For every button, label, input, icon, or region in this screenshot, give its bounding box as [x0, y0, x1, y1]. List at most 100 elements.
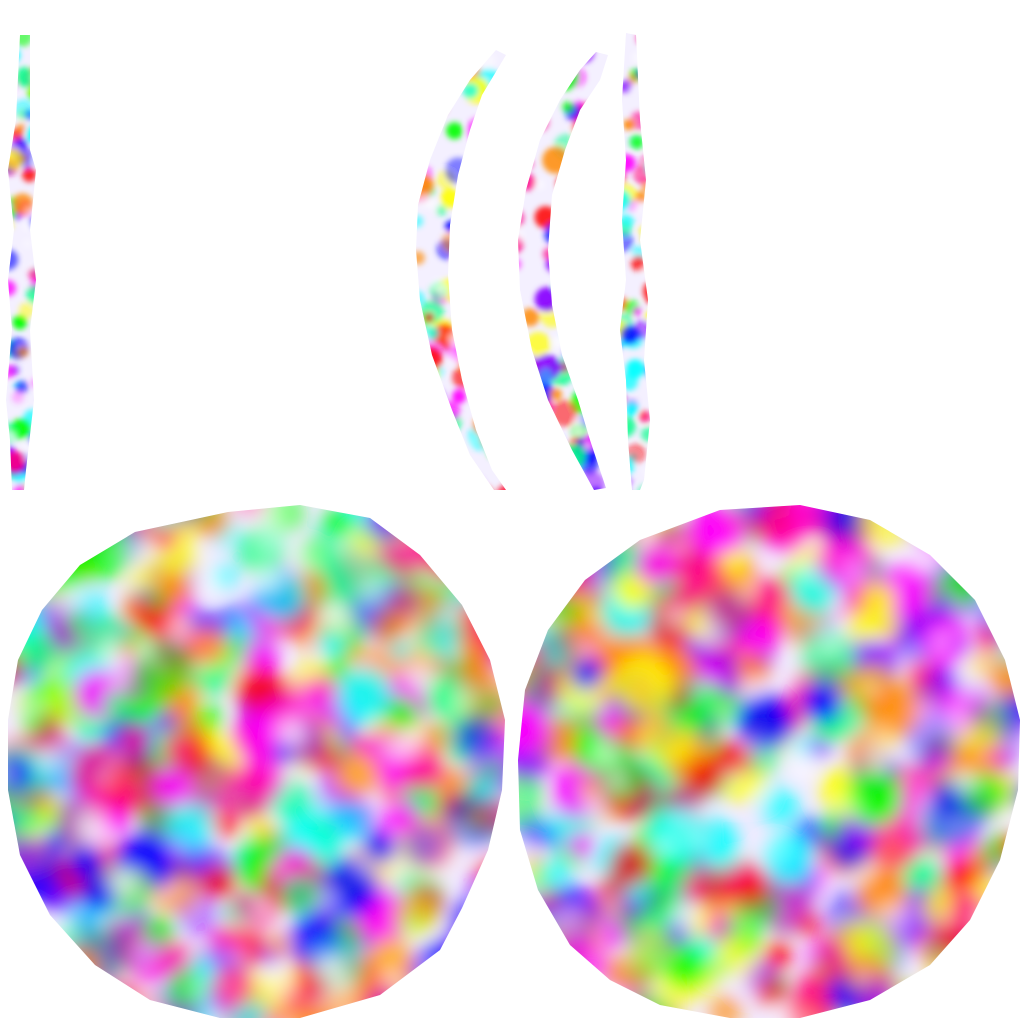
noise-blob: [756, 782, 803, 829]
highlight-blob: [742, 731, 769, 758]
noise-blob: [188, 608, 211, 630]
highlight-blob: [829, 595, 842, 608]
highlight-blob: [22, 239, 33, 249]
noise-blob: [339, 753, 377, 792]
noise-blob: [736, 872, 767, 902]
highlight-blob: [534, 179, 545, 190]
noise-blob: [424, 312, 435, 323]
highlight-blob: [51, 738, 81, 769]
highlight-blob: [276, 718, 306, 748]
highlight-blob: [637, 171, 643, 178]
highlight-blob: [664, 603, 689, 628]
highlight-blob: [735, 964, 765, 994]
noise-blob: [28, 267, 36, 281]
highlight-blob: [950, 703, 966, 720]
noise-blob: [133, 638, 194, 698]
highlight-blob: [931, 630, 950, 649]
highlight-blob: [897, 642, 924, 669]
highlight-blob: [326, 605, 354, 634]
highlight-blob: [28, 700, 44, 716]
noise-blob: [43, 832, 67, 855]
highlight-blob: [909, 706, 940, 737]
highlight-blob: [751, 784, 768, 802]
highlight-blob: [760, 839, 790, 870]
noise-blob: [634, 925, 677, 968]
highlight-blob: [574, 416, 585, 427]
highlight-blob: [389, 882, 405, 898]
noise-blob: [764, 941, 793, 970]
noise-blob: [12, 315, 27, 330]
highlight-blob: [76, 808, 107, 840]
noise-blob: [152, 709, 176, 734]
noise-blob: [632, 307, 642, 317]
noise-blob: [797, 913, 822, 938]
noise-blob: [218, 764, 274, 819]
highlight-blob: [198, 551, 210, 563]
highlight-blob: [958, 678, 981, 701]
highlight-blob: [670, 903, 700, 934]
noise-blob: [609, 842, 653, 887]
highlight-blob: [447, 352, 459, 365]
noise-blob: [620, 325, 640, 345]
noise-blob: [13, 484, 28, 490]
highlight-blob: [628, 85, 634, 91]
noise-blob: [8, 755, 32, 789]
noise-blob: [755, 575, 790, 610]
noise-blob: [452, 389, 467, 404]
noise-blob: [265, 931, 293, 958]
highlight-blob: [919, 791, 932, 805]
highlight-blob: [693, 681, 709, 697]
noise-blob: [639, 410, 650, 423]
noise-blob: [945, 857, 979, 891]
highlight-blob: [255, 566, 281, 591]
highlight-blob: [833, 794, 863, 824]
highlight-blob: [439, 813, 457, 831]
highlight-blob: [455, 822, 468, 835]
noise-blob: [634, 541, 679, 586]
noise-blob: [155, 530, 176, 551]
noise-blob: [870, 812, 924, 866]
noise-blob: [789, 505, 832, 530]
highlight-blob: [865, 745, 892, 772]
highlight-blob: [241, 506, 258, 524]
noise-blob: [864, 682, 921, 739]
noise-blob: [631, 255, 647, 272]
noise-blob: [103, 691, 124, 713]
noise-blob: [6, 364, 16, 379]
noise-blob: [575, 894, 598, 917]
highlight-blob: [230, 944, 251, 964]
highlight-blob: [219, 977, 241, 999]
noise-blob: [405, 822, 452, 869]
noise-blob: [621, 898, 643, 919]
highlight-blob: [789, 752, 818, 781]
noise-blob: [385, 799, 421, 835]
highlight-blob: [139, 635, 155, 650]
noise-blob: [630, 135, 644, 150]
noise-blob: [111, 785, 141, 814]
highlight-blob: [468, 436, 478, 447]
highlight-blob: [271, 862, 289, 880]
highlight-blob: [667, 533, 691, 557]
highlight-blob: [723, 761, 742, 780]
highlight-blob: [761, 555, 777, 572]
highlight-blob: [809, 881, 828, 899]
highlight-blob: [210, 853, 228, 871]
noise-blob: [230, 664, 275, 710]
noise-blob: [425, 326, 439, 341]
noise-blob: [43, 683, 84, 724]
highlight-blob: [253, 896, 269, 912]
highlight-blob: [381, 734, 408, 762]
noise-blob: [567, 832, 595, 859]
noise-blob: [377, 716, 399, 739]
noise-blob: [201, 864, 236, 900]
highlight-blob: [103, 670, 123, 690]
highlight-blob: [556, 689, 588, 721]
noise-blob: [625, 359, 645, 379]
noise-blob: [623, 119, 635, 131]
noise-blob: [809, 737, 831, 759]
highlight-blob: [951, 768, 977, 795]
highlight-blob: [184, 974, 214, 1004]
noise-blob: [66, 611, 88, 633]
highlight-blob: [23, 205, 33, 216]
highlight-blob: [107, 866, 139, 898]
